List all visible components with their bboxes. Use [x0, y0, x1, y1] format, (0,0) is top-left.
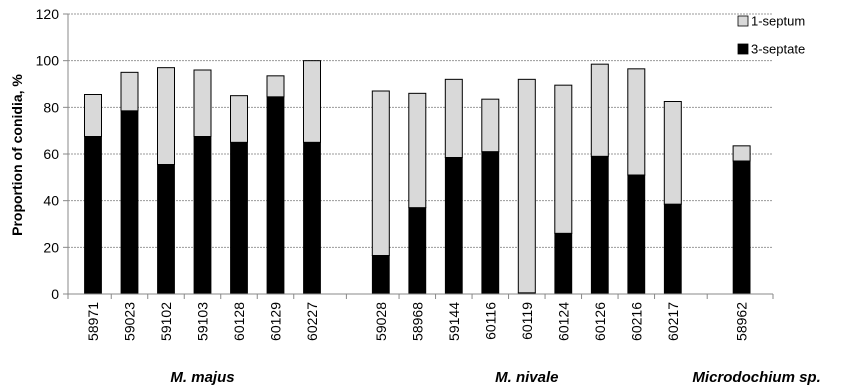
bar-1-septum-59103 — [193, 69, 212, 137]
group-label: M. majus — [170, 369, 234, 386]
y-axis-title: Proportion of conidia, % — [9, 74, 25, 236]
bar-3-septate-58971 — [84, 136, 102, 295]
bar-1-septum-59144 — [444, 78, 463, 158]
x-category-label: 60126 — [592, 302, 608, 341]
x-category-label: 60216 — [628, 302, 644, 341]
group-labels: M. majus M. nivale Microdochium sp. — [170, 369, 820, 386]
y-tick-label: 80 — [43, 99, 59, 115]
legend-label: 3-septate — [751, 42, 805, 57]
x-category-label: 60227 — [304, 302, 320, 341]
bar-1-septum-60126 — [590, 63, 609, 157]
bar-1-septum-60128 — [230, 95, 248, 143]
bar-3-septate-59102 — [157, 164, 175, 295]
legend-label: 1-septum — [751, 14, 805, 29]
x-category-label: 58962 — [734, 302, 750, 341]
bars — [84, 60, 751, 295]
bar-3-septate-60129 — [266, 96, 285, 295]
x-category-label: 59103 — [195, 302, 211, 341]
y-tick-label: 100 — [36, 53, 60, 69]
y-tick-label: 40 — [43, 193, 59, 209]
bar-3-septate-60124 — [554, 232, 573, 295]
group-label: Microdochium sp. — [692, 369, 820, 386]
x-category-label: 60119 — [519, 302, 535, 340]
x-category-label: 59028 — [373, 302, 389, 341]
bar-1-septum-59102 — [157, 67, 175, 165]
x-category-label: 59102 — [158, 302, 174, 341]
x-category-label: 59023 — [122, 302, 138, 341]
y-tick-label: 0 — [51, 286, 59, 302]
x-category-label: 59144 — [446, 302, 462, 341]
bar-1-septum-60227 — [303, 60, 321, 143]
bar-1-septum-60216 — [627, 68, 646, 176]
bar-3-septate-58962 — [732, 160, 751, 295]
bar-3-septate-59028 — [371, 255, 390, 295]
bar-1-septum-60217 — [663, 101, 682, 205]
bar-3-septate-58968 — [408, 207, 427, 295]
bar-1-septum-60129 — [266, 75, 285, 98]
axes — [67, 14, 773, 295]
bar-3-septate-60217 — [663, 203, 682, 295]
x-category-label: 60129 — [268, 302, 284, 341]
group-label: M. nivale — [495, 369, 558, 386]
bar-1-septum-58968 — [408, 92, 427, 209]
bar-3-septate-60216 — [627, 174, 646, 295]
bar-1-septum-60124 — [554, 84, 573, 234]
bar-3-septate-59103 — [193, 136, 212, 295]
x-category-label: 60124 — [555, 302, 571, 341]
bar-1-septum-59028 — [371, 90, 390, 256]
x-axis-labels: 58971 59023 59102 59103 60128 60129 60227 59028… — [67, 294, 774, 341]
y-tick-label: 120 — [36, 6, 60, 22]
legend-swatch — [737, 43, 749, 55]
bar-1-septum-58962 — [732, 145, 751, 162]
y-axis-ticks: 0 20 40 60 80 100 120 — [36, 6, 68, 302]
legend: 1-septum 3-septate — [737, 14, 805, 57]
x-category-label: 58971 — [85, 302, 101, 341]
bar-3-septate-60227 — [303, 141, 321, 295]
bar-3-septate-59144 — [444, 157, 463, 295]
legend-swatch — [737, 15, 749, 27]
bar-3-septate-60116 — [481, 151, 500, 295]
bar-3-septate-60128 — [230, 141, 248, 295]
x-category-label: 60128 — [231, 302, 247, 341]
x-category-label: 60116 — [482, 302, 498, 340]
bar-3-septate-60126 — [590, 155, 609, 295]
y-tick-label: 60 — [43, 146, 59, 162]
bar-1-septum-60116 — [481, 98, 500, 153]
bar-3-septate-59023 — [120, 110, 139, 295]
x-category-label: 60217 — [665, 302, 681, 341]
bar-1-septum-60119 — [517, 78, 536, 294]
bar-1-septum-58971 — [84, 94, 102, 137]
bar-1-septum-59023 — [120, 71, 139, 112]
y-tick-label: 20 — [43, 239, 59, 255]
x-category-label: 58968 — [409, 302, 425, 341]
